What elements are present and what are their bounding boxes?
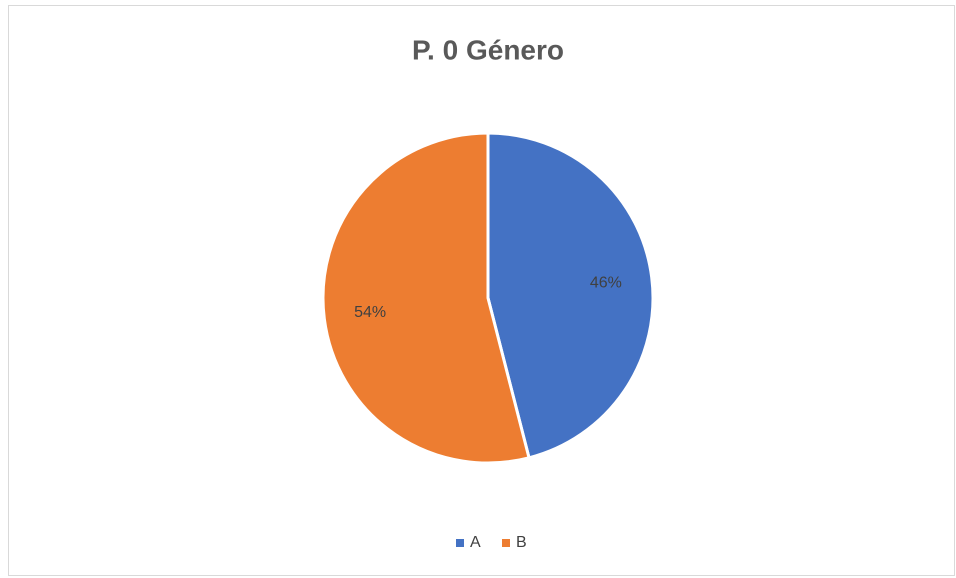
pie-slice <box>321 131 531 465</box>
data-label: 54% <box>354 304 386 321</box>
legend-label: B <box>516 534 527 551</box>
data-label: 46% <box>590 274 622 291</box>
legend-swatch <box>456 539 464 547</box>
legend-label: A <box>470 534 481 551</box>
legend-swatch <box>502 539 510 547</box>
chart-title: P. 0 Género <box>412 34 564 65</box>
pie-slice <box>486 131 655 460</box>
